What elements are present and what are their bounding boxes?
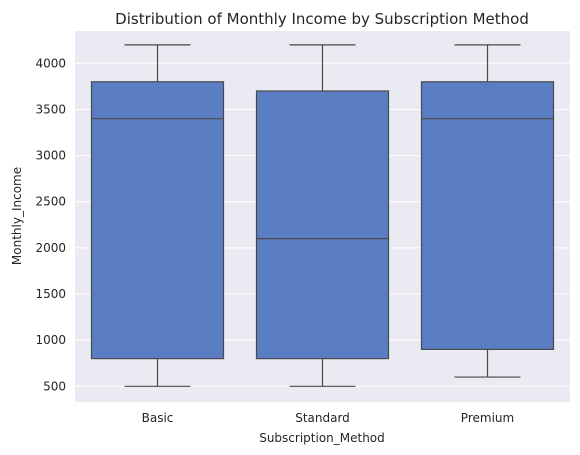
x-tick-label: Standard — [295, 411, 350, 425]
box-iqr — [420, 81, 555, 350]
box-iqr — [255, 90, 390, 360]
box-iqr — [90, 81, 225, 360]
x-tick-label: Basic — [142, 411, 174, 425]
box-standard — [255, 44, 390, 387]
x-tick-label: Premium — [461, 411, 514, 425]
x-axis-label: Subscription_Method — [259, 431, 385, 445]
box-premium — [420, 44, 555, 378]
chart-title: Distribution of Monthly Income by Subscr… — [115, 10, 529, 28]
y-tick-label: 1000 — [35, 333, 66, 347]
y-tick-label: 2000 — [35, 241, 66, 255]
x-axis-ticks: Basic Standard Premium — [142, 411, 515, 425]
y-tick-label: 2500 — [35, 195, 66, 209]
boxes — [90, 44, 555, 387]
y-tick-label: 4000 — [35, 56, 66, 70]
y-tick-label: 1500 — [35, 287, 66, 301]
y-tick-label: 500 — [43, 379, 66, 393]
box-basic — [90, 44, 225, 387]
y-tick-label: 3000 — [35, 149, 66, 163]
y-axis-ticks: 500 1000 1500 2000 2500 3000 3500 4000 — [35, 56, 66, 393]
y-tick-label: 3500 — [35, 102, 66, 116]
y-axis-label: Monthly_Income — [10, 167, 24, 265]
